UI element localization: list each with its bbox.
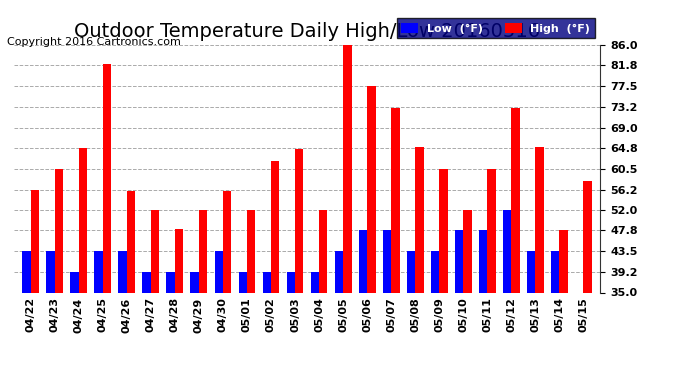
Bar — [479, 230, 487, 292]
Bar — [46, 251, 55, 292]
Bar — [95, 251, 103, 292]
Bar — [383, 230, 391, 292]
Bar — [239, 272, 247, 292]
Bar — [584, 181, 592, 292]
Bar — [286, 272, 295, 292]
Bar — [391, 108, 400, 292]
Bar — [343, 45, 351, 292]
Bar — [119, 251, 127, 292]
Legend: Low  (°F), High  (°F): Low (°F), High (°F) — [397, 18, 595, 38]
Bar — [503, 210, 511, 292]
Bar — [407, 251, 415, 292]
Bar — [319, 210, 328, 292]
Bar — [367, 86, 375, 292]
Bar — [455, 230, 463, 292]
Bar — [511, 108, 520, 292]
Bar — [247, 210, 255, 292]
Bar — [151, 210, 159, 292]
Bar — [30, 190, 39, 292]
Bar — [560, 230, 568, 292]
Bar — [166, 272, 175, 292]
Bar — [415, 147, 424, 292]
Bar — [22, 251, 30, 292]
Bar — [463, 210, 472, 292]
Bar — [440, 169, 448, 292]
Bar — [142, 272, 151, 292]
Bar — [295, 149, 304, 292]
Bar — [431, 251, 440, 292]
Bar — [55, 169, 63, 292]
Bar — [190, 272, 199, 292]
Bar — [527, 251, 535, 292]
Bar — [223, 190, 231, 292]
Bar — [551, 251, 560, 292]
Bar — [535, 147, 544, 292]
Text: Copyright 2016 Cartronics.com: Copyright 2016 Cartronics.com — [7, 37, 181, 47]
Bar — [127, 190, 135, 292]
Bar — [70, 272, 79, 292]
Bar — [359, 230, 367, 292]
Bar — [215, 251, 223, 292]
Bar — [310, 272, 319, 292]
Bar — [271, 162, 279, 292]
Bar — [487, 169, 495, 292]
Bar — [263, 272, 271, 292]
Bar — [335, 251, 343, 292]
Title: Outdoor Temperature Daily High/Low 20160516: Outdoor Temperature Daily High/Low 20160… — [74, 22, 540, 40]
Bar — [175, 230, 184, 292]
Bar — [199, 210, 207, 292]
Bar — [103, 64, 111, 292]
Bar — [79, 148, 87, 292]
